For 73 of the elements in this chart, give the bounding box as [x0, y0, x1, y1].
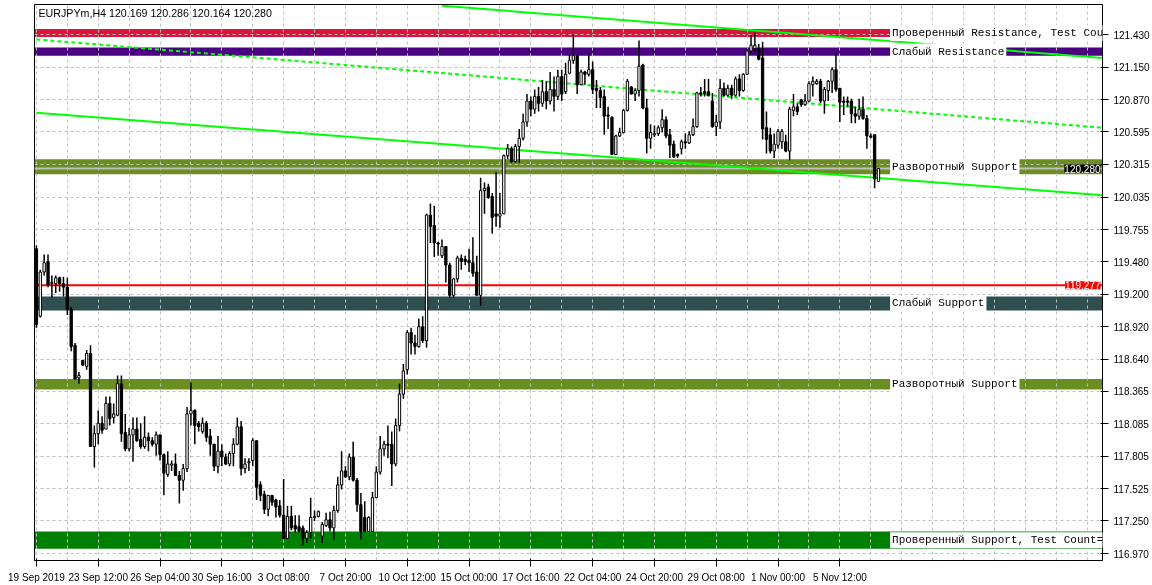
- y-tick-label: 119.200: [1113, 289, 1150, 301]
- x-tick-label: 5 Nov 12:00: [812, 571, 868, 583]
- candlestick: [660, 108, 664, 134]
- candlestick: [602, 88, 606, 136]
- x-tick-label: 7 Oct 20:00: [319, 571, 372, 583]
- y-tick-label: 118.920: [1113, 321, 1150, 333]
- candlestick: [811, 75, 815, 98]
- x-tick-label: 19 Sep 2019: [8, 571, 66, 583]
- y-tick-label: 120.315: [1113, 159, 1151, 171]
- x-tick-label: 1 Nov 00:00: [751, 571, 806, 583]
- candlestick: [142, 415, 147, 450]
- x-tick-label: 30 Sep 16:00: [192, 571, 253, 583]
- candlestick: [108, 395, 112, 427]
- candlestick: [432, 204, 436, 258]
- chart-title: EURJPYm,H4 120.169 120.286 120.164 120.280: [38, 6, 272, 19]
- candlestick: [266, 494, 270, 518]
- band-label: Слабый Support: [892, 297, 985, 310]
- y-tick-label: 121.150: [1113, 62, 1151, 74]
- x-tick-label: 17 Oct 16:00: [502, 571, 560, 583]
- y-tick-label: 120.035: [1113, 192, 1151, 204]
- candlestick: [347, 452, 351, 481]
- candlestick: [533, 88, 537, 115]
- x-tick-label: 26 Sep 04:00: [130, 571, 191, 583]
- candlestick: [540, 79, 545, 108]
- y-tick-label: 118.085: [1113, 418, 1150, 430]
- candlestick: [131, 416, 135, 463]
- y-tick-label: 119.480: [1113, 256, 1150, 268]
- y-tick-label: 117.525: [1113, 483, 1150, 495]
- band-label: Слабый Resistance: [892, 45, 1005, 58]
- x-tick-label: 3 Oct 08:00: [257, 571, 310, 583]
- x-tick-label: 29 Oct 08:00: [687, 571, 746, 583]
- x-tick-label: 15 Oct 00:00: [440, 571, 499, 583]
- candlestick: [220, 443, 224, 468]
- y-tick-label: 121.430: [1113, 29, 1151, 41]
- candlestick: [780, 128, 784, 150]
- y-tick-label: 120.870: [1113, 94, 1151, 106]
- candlestick: [544, 80, 548, 110]
- candlestick: [309, 496, 313, 540]
- x-tick-label: 22 Oct 04:00: [564, 571, 622, 583]
- candlestick: [285, 505, 290, 540]
- y-tick-label: 117.805: [1113, 451, 1150, 463]
- candlestick: [536, 86, 541, 113]
- candlestick: [583, 70, 587, 86]
- candlestick: [293, 514, 297, 534]
- y-tick-label: 118.640: [1113, 354, 1150, 366]
- y-tick-label: 116.970: [1113, 548, 1150, 560]
- candlestick: [494, 171, 498, 228]
- candlestick: [768, 127, 772, 155]
- x-tick-label: 10 Oct 12:00: [378, 571, 437, 583]
- candlestick: [849, 97, 854, 124]
- candlestick: [363, 500, 367, 533]
- candlestick: [154, 430, 158, 457]
- ref-line-label: 119.277: [1065, 280, 1101, 292]
- band-label: Проверенный Support, Test Count=: [892, 534, 1104, 547]
- candlestick: [173, 452, 178, 477]
- candlestick: [772, 132, 776, 159]
- band-label: Разворотный Support: [892, 160, 1018, 173]
- y-tick-label: 119.755: [1113, 224, 1150, 236]
- candlestick: [737, 73, 742, 98]
- candlestick: [857, 97, 861, 121]
- x-tick-label: 23 Sep 12:00: [68, 571, 129, 583]
- y-tick-label: 120.595: [1113, 126, 1151, 138]
- candlestick: [552, 75, 556, 113]
- candlestick: [818, 78, 823, 105]
- band-label: Разворотный Support: [892, 378, 1018, 391]
- ref-line-label: 120.280: [1064, 163, 1101, 175]
- y-tick-label: 118.365: [1113, 386, 1150, 398]
- candlestick: [328, 510, 332, 533]
- x-tick-label: 24 Oct 20:00: [625, 571, 684, 583]
- candlestick: [563, 61, 568, 95]
- band-label: Проверенный Resistance, Test Cou: [892, 27, 1104, 39]
- candlestick: [216, 435, 220, 475]
- y-tick-label: 117.250: [1113, 515, 1150, 527]
